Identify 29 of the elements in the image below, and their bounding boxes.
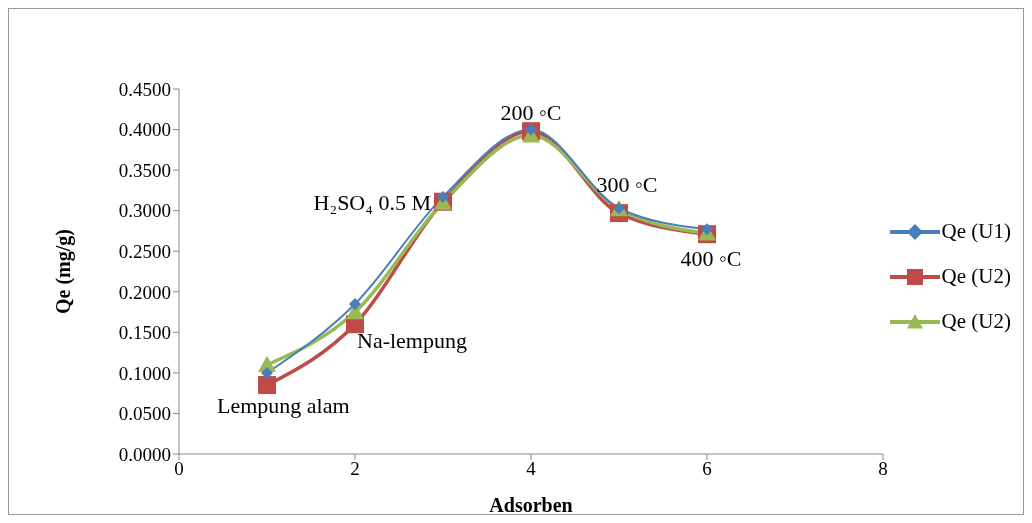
y-tick-label: 0.0000 — [118, 443, 171, 465]
legend-label: Qe (U1) — [941, 219, 1011, 244]
annotation: 200 ◦C — [500, 99, 562, 125]
y-tick-label: 0.3500 — [118, 159, 171, 181]
x-axis-title: Adsorben — [489, 494, 573, 516]
legend-label: Qe (U2) — [941, 309, 1011, 334]
y-tick-label: 0.1000 — [118, 362, 171, 384]
x-tick-label: 0 — [174, 458, 184, 480]
y-tick-label: 0.2000 — [118, 281, 171, 303]
y-tick-label: 0.1500 — [118, 322, 171, 344]
x-tick-label: 6 — [702, 458, 712, 480]
y-axis-title: Qe (mg/g) — [52, 229, 76, 314]
annotation: H₂SO₄ 0.5 M — [313, 189, 431, 215]
annotation: 300 ◦C — [596, 172, 658, 198]
point — [258, 376, 276, 395]
point — [261, 366, 273, 379]
y-tick-label: 0.0500 — [118, 403, 171, 425]
x-tick-label: 8 — [878, 458, 888, 480]
y-tick-label: 0.2500 — [118, 240, 171, 262]
point — [349, 297, 361, 310]
legend-label: Qe (U2) — [941, 264, 1011, 289]
x-tick-label: 2 — [350, 458, 360, 480]
y-tick-label: 0.3000 — [118, 200, 171, 222]
annotation: Lempung alam — [217, 393, 350, 419]
y-tick-label: 0.4500 — [118, 78, 171, 100]
annotation: 400 ◦C — [680, 246, 742, 272]
y-tick-label: 0.4000 — [118, 119, 171, 141]
annotation: Na-lempung — [357, 328, 467, 354]
x-tick-label: 4 — [526, 458, 537, 480]
